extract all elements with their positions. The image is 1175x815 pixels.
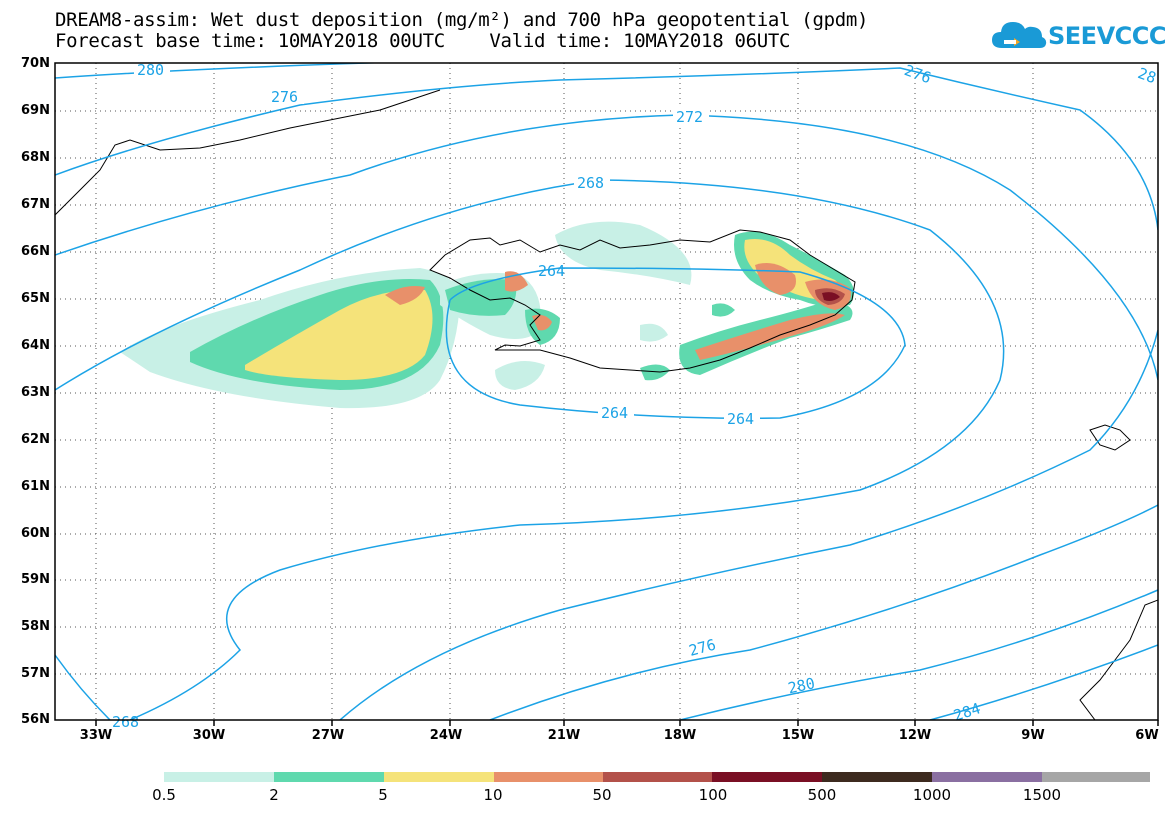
colorbar-label: 10 xyxy=(483,786,503,804)
map-ticks xyxy=(95,720,1159,726)
lon-label: 27W xyxy=(311,728,345,743)
lon-label: 12W xyxy=(898,728,932,743)
chart-title: DREAM8-assim: Wet dust deposition (mg/m²… xyxy=(55,9,869,31)
colorbar-swatch xyxy=(164,772,274,782)
contour-label: 272 xyxy=(676,108,703,126)
lon-label: 33W xyxy=(79,728,113,743)
lon-label: 15W xyxy=(781,728,815,743)
lat-label: 61N xyxy=(21,479,50,494)
lat-label: 65N xyxy=(21,291,50,306)
faroe-coastline xyxy=(1089,424,1131,451)
iceland-coastline xyxy=(429,229,856,373)
lon-label: 6W xyxy=(1135,728,1159,743)
colorbar-swatch xyxy=(274,772,384,782)
lon-label: 9W xyxy=(1021,728,1045,743)
contour-label: 264 xyxy=(538,262,565,280)
contour-label: 268 xyxy=(112,713,139,731)
contour-label: 268 xyxy=(577,174,604,192)
lat-label: 70N xyxy=(21,56,50,71)
scotland-coastline xyxy=(1079,599,1158,720)
lat-label: 60N xyxy=(21,526,50,541)
colorbar-swatch xyxy=(1042,772,1150,782)
contour-label: 284 xyxy=(951,699,982,724)
colorbar-label: 1000 xyxy=(912,786,952,804)
greenland-coastline xyxy=(55,89,441,216)
colorbar-swatch xyxy=(603,772,712,782)
contour-label: 28 xyxy=(1135,64,1158,87)
map-frame xyxy=(54,62,1159,721)
contour-label: 280 xyxy=(137,61,164,79)
lat-label: 69N xyxy=(21,103,50,118)
lat-label: 62N xyxy=(21,432,50,447)
colorbar-label: 0.5 xyxy=(152,786,176,804)
lon-label: 21W xyxy=(547,728,581,743)
lat-label: 64N xyxy=(21,338,50,353)
contour-label: 264 xyxy=(601,404,628,422)
contour-label: 276 xyxy=(902,61,934,87)
lat-label: 59N xyxy=(21,572,50,587)
lat-label: 68N xyxy=(21,150,50,165)
cloud-icon xyxy=(992,22,1047,48)
lat-label: 67N xyxy=(21,197,50,212)
lon-label: 30W xyxy=(192,728,226,743)
lat-label: 63N xyxy=(21,385,50,400)
colorbar-label: 100 xyxy=(698,786,728,804)
colorbar-label: 5 xyxy=(378,786,388,804)
colorbar-label: 1500 xyxy=(1022,786,1062,804)
seevccc-logo: SEEVCCC xyxy=(990,14,1167,58)
lat-label: 57N xyxy=(21,666,50,681)
lat-label: 66N xyxy=(21,244,50,259)
colorbar-swatch xyxy=(712,772,822,782)
colorbar-swatch xyxy=(822,772,932,782)
colorbar-label: 50 xyxy=(592,786,612,804)
lat-label: 58N xyxy=(21,619,50,634)
colorbar-swatch xyxy=(932,772,1042,782)
dust-plume-west xyxy=(120,268,460,409)
logo-text: SEEVCCC xyxy=(1048,22,1167,50)
colorbar-label: 500 xyxy=(807,786,837,804)
chart-subtitle: Forecast base time: 10MAY2018 00UTC Vali… xyxy=(55,30,791,52)
lon-label: 18W xyxy=(663,728,697,743)
lon-label: 24W xyxy=(429,728,463,743)
contour-label: 264 xyxy=(727,410,754,428)
lat-label: 56N xyxy=(21,712,50,727)
colorbar-label: 2 xyxy=(269,786,279,804)
colorbar-swatch xyxy=(384,772,494,782)
colorbar-swatch xyxy=(494,772,603,782)
geopotential-contours xyxy=(55,63,1158,720)
contour-label: 276 xyxy=(271,88,298,106)
dust-iceland xyxy=(440,221,854,390)
contour-label: 280 xyxy=(786,674,816,697)
